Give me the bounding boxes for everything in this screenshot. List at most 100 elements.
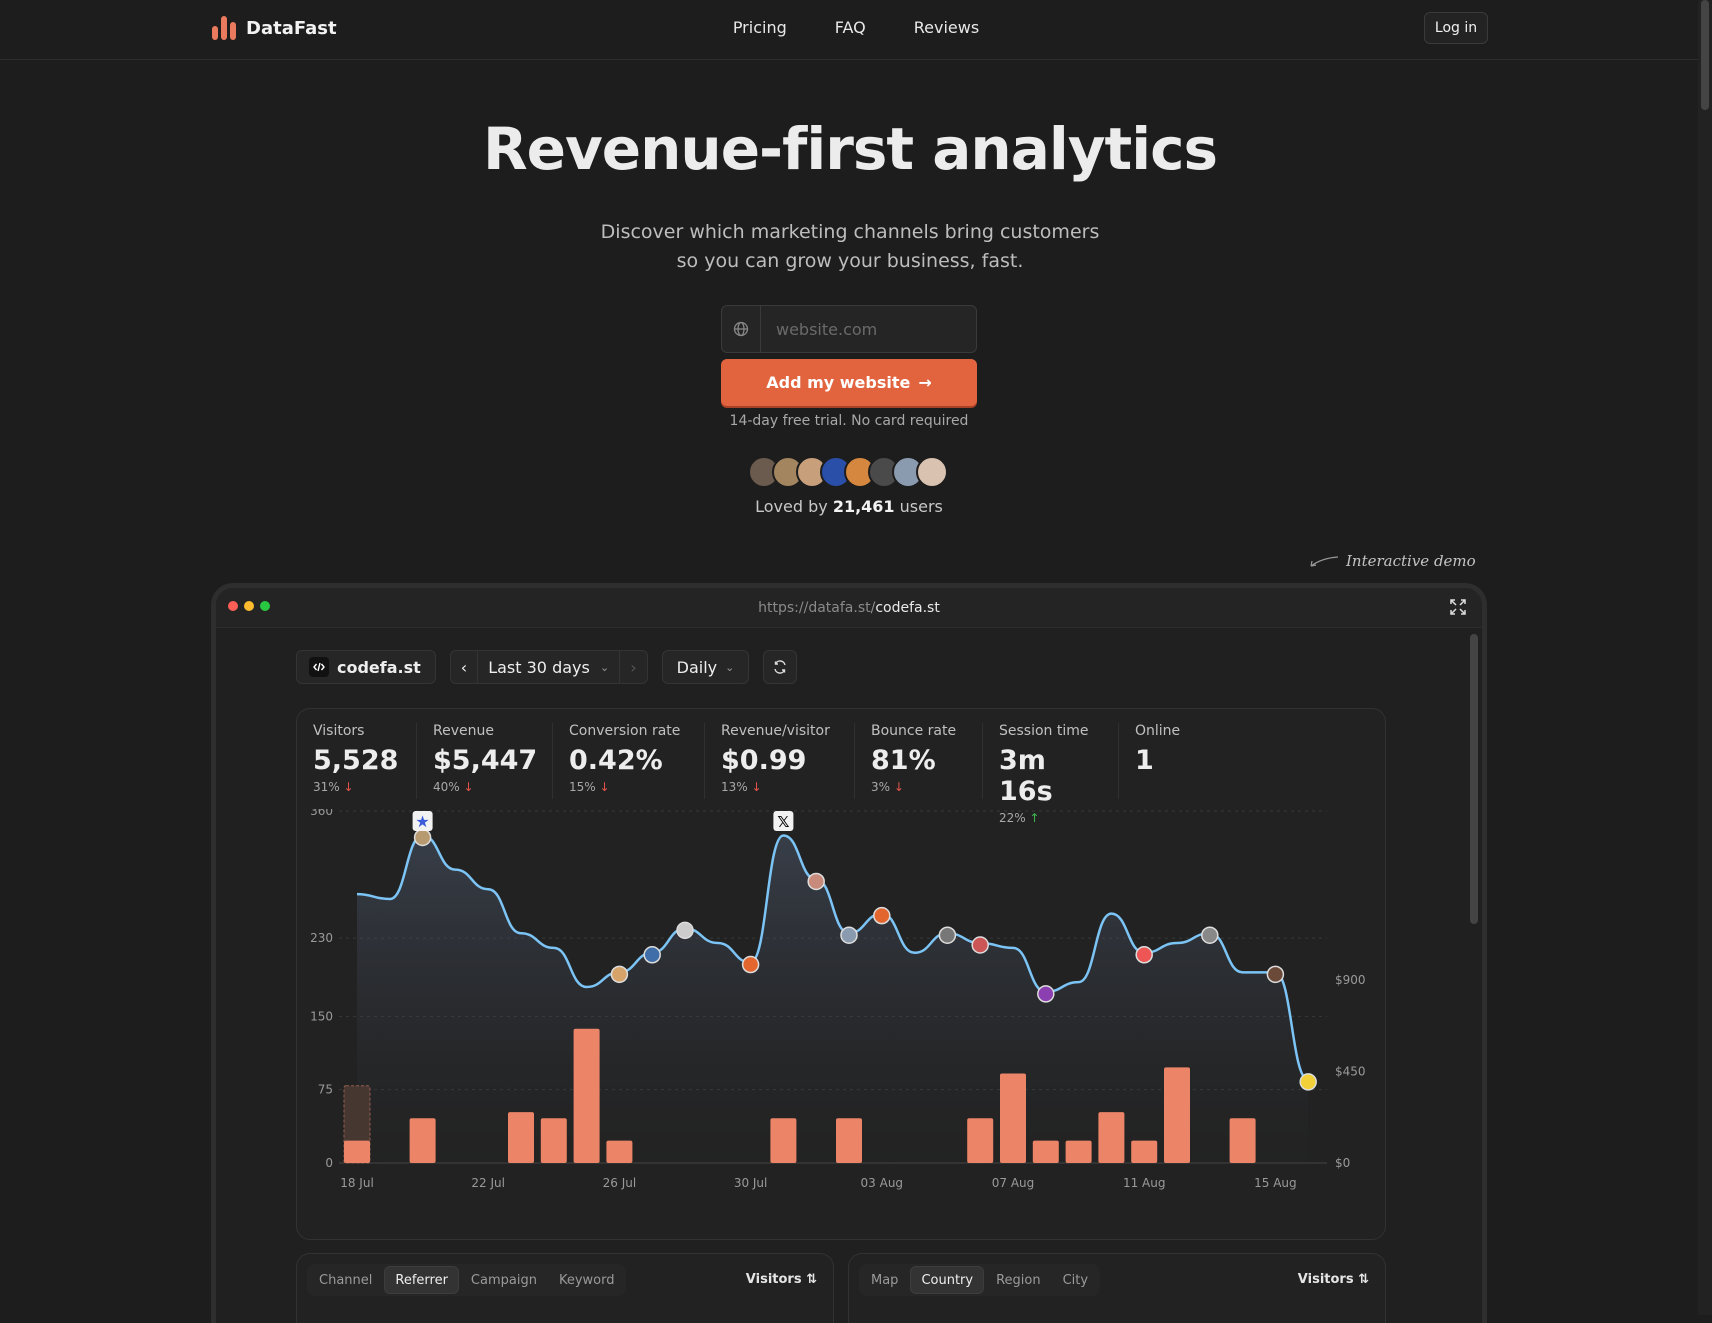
visitors-line (356, 834, 1309, 1082)
avatar-marker (1266, 965, 1285, 984)
tab-referrer[interactable]: Referrer (384, 1266, 459, 1294)
tab-keyword[interactable]: Keyword (558, 1272, 615, 1288)
brand-logo[interactable]: DataFast (212, 16, 337, 40)
prev-period-button[interactable]: ‹ (451, 651, 479, 683)
y-right-tick-label: $900 (1335, 973, 1366, 987)
avatar-marker (840, 926, 858, 944)
y-tick-label: 360 (310, 809, 333, 818)
login-button[interactable]: Log in (1424, 12, 1488, 44)
y-right-tick-label: $0 (1335, 1156, 1350, 1170)
interactive-demo-note: Interactive demo (1308, 552, 1476, 570)
stat-change: 15% ↓ (569, 780, 610, 794)
revenue-bar (1065, 1140, 1092, 1163)
demo-window: https://datafa.st/codefa.st codefa.st ‹ … (211, 583, 1487, 1323)
page-scrollbar[interactable] (1698, 0, 1712, 1315)
nav-pricing-link[interactable]: Pricing (732, 18, 787, 37)
interval-select[interactable]: Daily ⌄ (661, 650, 750, 684)
globe-icon (722, 306, 761, 352)
y-right-tick-label: $450 (1335, 1065, 1366, 1079)
chevron-down-icon: ⌄ (725, 660, 735, 674)
demo-titlebar: https://datafa.st/codefa.st (216, 588, 1482, 628)
stat-change: 22% ↑ (999, 811, 1040, 825)
revenue-bar (967, 1118, 994, 1163)
x-tick-label: 15 Aug (1254, 1176, 1297, 1190)
avatar-marker (676, 921, 694, 940)
website-input[interactable] (761, 306, 976, 352)
x-event-icon (773, 811, 794, 831)
avatar-marker (413, 828, 432, 847)
minimize-dot[interactable] (244, 601, 254, 611)
nav-reviews-link[interactable]: Reviews (913, 18, 980, 37)
tab-channel[interactable]: Channel (319, 1272, 373, 1288)
sort-visitors-button[interactable]: Visitors ⇅ (1297, 1272, 1369, 1287)
trial-note: 14-day free trial. No card required (729, 413, 969, 429)
stat-session-time[interactable]: Session time 3m 16s 22% ↑ (983, 723, 1119, 825)
stat-revenue[interactable]: Revenue $5,447 40% ↓ (417, 723, 553, 799)
stat-label: Visitors (313, 723, 365, 739)
chevron-down-icon: ⌄ (600, 660, 610, 674)
date-range-control: ‹ Last 30 days ⌄ › (449, 650, 648, 684)
x-tick-label: 07 Aug (992, 1176, 1035, 1190)
stat-online[interactable]: Online 1 (1119, 723, 1199, 799)
demo-scrollbar[interactable] (1470, 634, 1478, 924)
loved-by-text: Loved by 21,461 users (755, 497, 943, 516)
stat-value: $5,447 (433, 745, 538, 776)
refresh-icon (774, 660, 787, 674)
stat-conversion-rate[interactable]: Conversion rate 0.42% 15% ↓ (553, 723, 705, 799)
avatar (916, 456, 948, 488)
avatar-marker (1037, 985, 1055, 1003)
arrow-down-icon: ↓ (459, 780, 474, 794)
add-website-button[interactable]: Add my website → (721, 359, 977, 406)
tab-map[interactable]: Map (871, 1272, 899, 1288)
revenue-bar (1098, 1112, 1125, 1163)
date-range-select[interactable]: Last 30 days ⌄ (478, 651, 621, 683)
tab-campaign[interactable]: Campaign (470, 1272, 537, 1288)
x-tick-label: 11 Aug (1123, 1176, 1166, 1190)
stat-label: Conversion rate (569, 723, 681, 739)
x-logo-icon: 𝕏 (777, 813, 789, 831)
revenue-bar (1000, 1073, 1026, 1163)
user-avatars (748, 456, 948, 488)
close-dot[interactable] (228, 601, 238, 611)
stat-bounce-rate[interactable]: Bounce rate 81% 3% ↓ (855, 723, 983, 799)
tab-country[interactable]: Country (910, 1266, 985, 1294)
stat-value: $0.99 (721, 745, 807, 776)
avatar-marker (873, 906, 891, 925)
demo-url: https://datafa.st/codefa.st (758, 600, 940, 616)
revenue-bar (508, 1112, 534, 1163)
x-tick-label: 18 Jul (340, 1176, 374, 1190)
top-nav: DataFast Pricing FAQ Reviews Log in (0, 0, 1712, 60)
tab-city[interactable]: City (1062, 1272, 1089, 1288)
y-tick-label: 230 (310, 931, 333, 945)
avatar-marker (741, 955, 760, 974)
avatar-marker (1135, 946, 1153, 964)
maximize-dot[interactable] (260, 601, 270, 611)
visitors-revenue-chart[interactable]: 0 75 150 230 360 $0 $450 $900 ★ 𝕏 18 Jul 22 Jul 26 J… (297, 809, 1387, 1229)
analytics-card: Visitors 5,528 31% ↓ Revenue $5,447 40% ↓ Conv… (296, 708, 1386, 1240)
avatar-marker (938, 926, 957, 944)
y-tick-label: 75 (318, 1083, 333, 1097)
stat-visitors[interactable]: Visitors 5,528 31% ↓ (297, 723, 417, 799)
revenue-bar (573, 1028, 600, 1163)
avatar-marker (807, 872, 825, 891)
site-selector[interactable]: codefa.st (296, 650, 436, 684)
expand-icon[interactable] (1450, 599, 1466, 615)
next-period-button[interactable]: › (630, 657, 637, 677)
code-icon (309, 657, 329, 677)
refresh-button[interactable] (763, 650, 798, 684)
nav-faq-link[interactable]: FAQ (834, 18, 866, 37)
stat-value: 3m 16s (999, 745, 1053, 807)
revenue-bar (606, 1140, 633, 1163)
stat-change: 31% ↓ (313, 780, 354, 794)
brand-name: DataFast (246, 17, 337, 39)
revenue-bar (540, 1118, 567, 1163)
revenue-bar (409, 1118, 436, 1163)
logo-bars-icon (212, 16, 236, 40)
stat-change: 3% ↓ (871, 780, 904, 794)
sort-visitors-button[interactable]: Visitors ⇅ (745, 1272, 817, 1287)
revenue-bar (836, 1118, 862, 1163)
tab-region[interactable]: Region (996, 1272, 1041, 1288)
stat-revenue-visitor[interactable]: Revenue/visitor $0.99 13% ↓ (705, 723, 855, 799)
x-tick-label: 30 Jul (734, 1176, 768, 1190)
stat-label: Online (1135, 723, 1181, 739)
